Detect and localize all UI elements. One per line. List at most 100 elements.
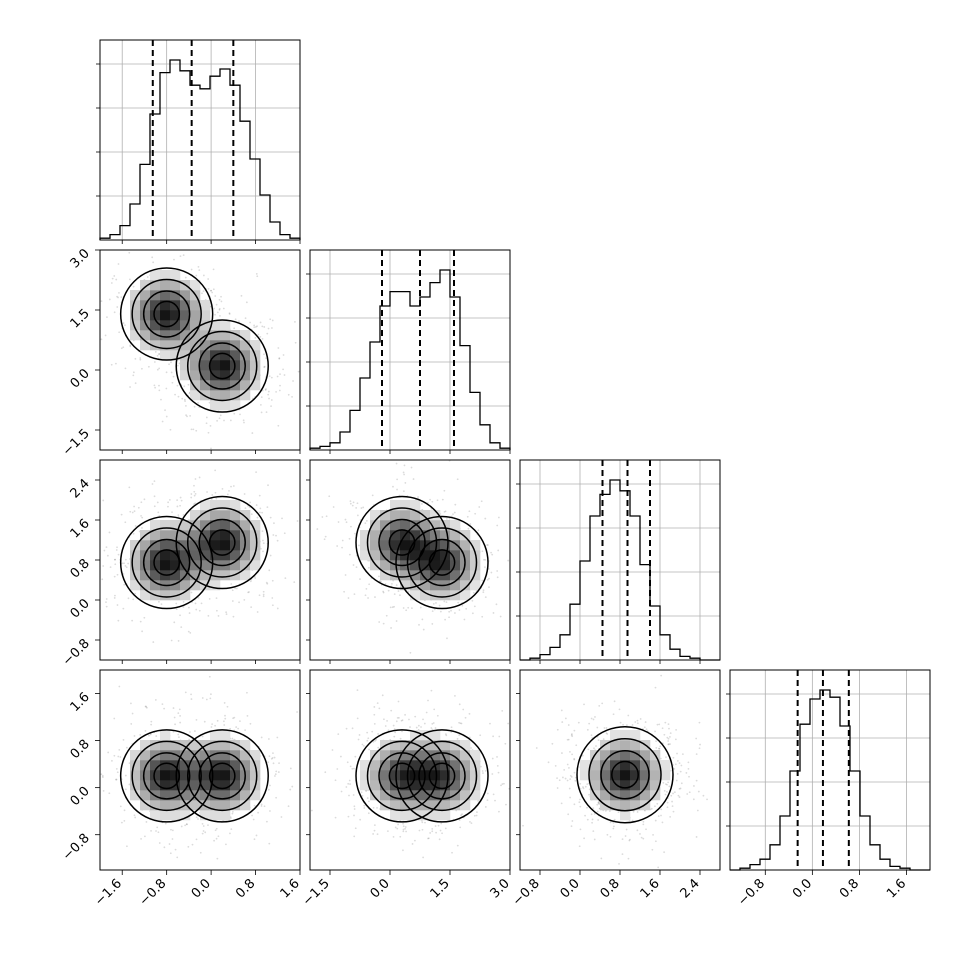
scatter-point xyxy=(678,787,681,790)
contour-level-0 xyxy=(388,762,416,790)
density-cell xyxy=(360,530,371,541)
scatter-point xyxy=(574,779,577,782)
density-cell xyxy=(150,560,161,571)
scatter-point xyxy=(673,767,676,770)
scatter-point xyxy=(165,371,168,374)
density-cell xyxy=(230,750,241,761)
scatter-point xyxy=(90,332,92,334)
scatter-point xyxy=(195,274,198,277)
scatter-point xyxy=(680,782,683,785)
x-tick-label: 1.6 xyxy=(638,876,663,901)
scatter-point xyxy=(474,512,477,515)
scatter-point xyxy=(262,590,265,593)
scatter-point xyxy=(628,839,631,842)
scatter-point xyxy=(116,546,118,549)
scatter-point xyxy=(276,736,279,739)
density-cell xyxy=(370,510,381,521)
scatter-point xyxy=(325,515,328,518)
scatter-point xyxy=(108,792,111,795)
scatter-point xyxy=(392,485,394,488)
scatter-point xyxy=(375,738,378,741)
scatter-point xyxy=(193,494,196,497)
scatter-point xyxy=(478,506,481,508)
scatter-point xyxy=(645,828,647,831)
density-cell xyxy=(440,550,451,561)
density-cell xyxy=(420,580,431,591)
scatter-point xyxy=(679,787,682,790)
scatter-point xyxy=(122,346,125,349)
density-cell xyxy=(380,760,391,771)
scatter-point xyxy=(661,821,664,824)
scatter-point xyxy=(450,609,452,612)
density-cell xyxy=(140,590,151,601)
density-cell xyxy=(460,580,471,591)
scatter-point xyxy=(669,816,672,818)
scatter-point xyxy=(488,586,490,588)
scatter-point xyxy=(182,514,185,516)
scatter-point xyxy=(198,476,201,479)
density-cell xyxy=(190,360,201,371)
scatter-point xyxy=(214,295,217,297)
scatter-point xyxy=(177,712,180,715)
scatter-point xyxy=(164,822,167,825)
scatter-point xyxy=(228,489,230,492)
scatter-point xyxy=(258,511,261,514)
scatter-point xyxy=(349,783,351,785)
scatter-point xyxy=(148,734,150,737)
scatter-point xyxy=(573,803,576,806)
scatter-point xyxy=(245,301,248,304)
scatter-point xyxy=(151,256,154,259)
density-cell xyxy=(160,520,171,531)
scatter-point xyxy=(270,405,272,408)
scatter-point xyxy=(635,666,637,668)
scatter-point xyxy=(145,705,148,708)
density-cell xyxy=(470,750,481,761)
scatter-point xyxy=(671,805,674,807)
scatter-point xyxy=(233,327,236,330)
density-cell xyxy=(640,750,651,761)
scatter-point xyxy=(238,601,240,604)
scatter-point xyxy=(430,507,433,510)
density-cell xyxy=(420,780,431,791)
density-cell xyxy=(210,740,221,751)
y-tick-label: 0.0 xyxy=(68,784,93,809)
density-cell xyxy=(200,510,211,521)
density-cell xyxy=(420,530,431,541)
scatter-point xyxy=(282,354,285,356)
scatter-point xyxy=(132,532,135,535)
x-tick-label: −1.6 xyxy=(92,876,125,909)
scatter-point xyxy=(208,675,211,678)
contour-level-2 xyxy=(131,527,202,598)
density-cell xyxy=(200,540,211,551)
scatter-point xyxy=(210,289,212,292)
density-cell xyxy=(190,760,201,771)
density-cell xyxy=(400,510,411,521)
scatter-point xyxy=(154,351,157,353)
x-tick-label: −0.8 xyxy=(735,876,768,909)
scatter-point xyxy=(566,738,569,741)
scatter-point xyxy=(496,764,499,767)
scatter-point xyxy=(486,544,488,546)
scatter-point xyxy=(137,506,140,509)
x-tick-label: −1.5 xyxy=(300,876,333,909)
density-cell xyxy=(180,810,191,821)
density-cell xyxy=(380,790,391,801)
scatter-point xyxy=(380,580,382,583)
density-cell xyxy=(600,750,611,761)
scatter-point xyxy=(160,398,162,401)
scatter-point xyxy=(561,721,564,723)
density-cell xyxy=(240,350,251,361)
scatter-point xyxy=(404,827,406,830)
density-cell xyxy=(460,740,471,751)
scatter-point xyxy=(119,805,122,808)
x-tick-label: 2.4 xyxy=(678,876,703,901)
scatter-point xyxy=(116,306,119,308)
scatter-point xyxy=(395,584,398,587)
scatter-point xyxy=(632,810,635,813)
scatter-point xyxy=(267,484,269,487)
scatter-point xyxy=(356,502,359,505)
x-tick-label: −0.8 xyxy=(510,876,543,909)
scatter-point xyxy=(367,597,369,599)
scatter-point xyxy=(187,606,190,609)
scatter-point xyxy=(117,553,120,556)
